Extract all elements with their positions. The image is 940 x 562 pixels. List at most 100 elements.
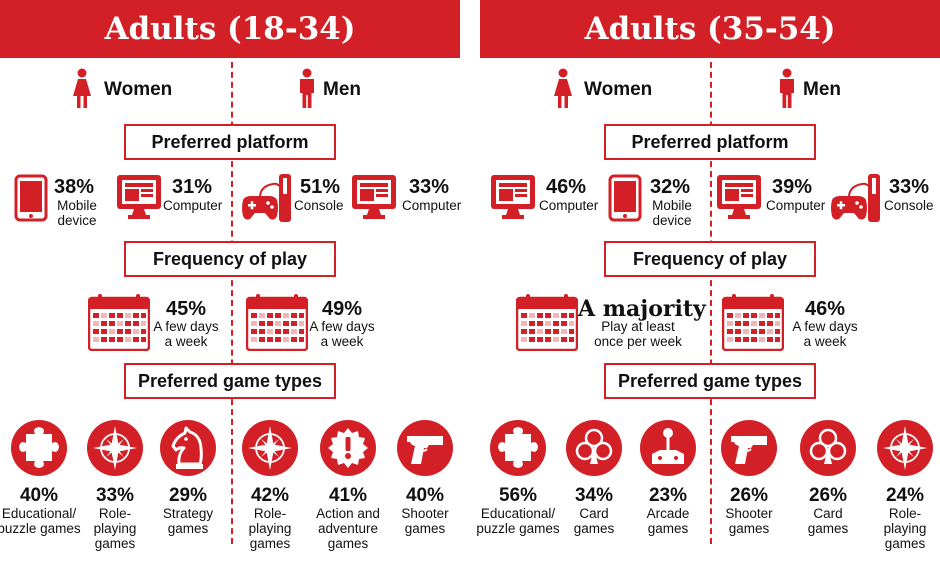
- game-icon-circle: [800, 420, 856, 476]
- tablet-icon: [608, 174, 642, 222]
- calendar-icon: [88, 293, 150, 351]
- women-platform-2-label-left: Computer: [163, 198, 223, 213]
- console-icon: [828, 172, 882, 224]
- men-platform-1-value-left: 51%: [300, 176, 341, 198]
- compass-star-icon: [242, 420, 298, 476]
- game-value: 42%: [250, 485, 290, 506]
- gender-label-women-left: Women: [104, 79, 173, 100]
- game-value: 26%: [729, 485, 769, 506]
- woman-icon: [553, 64, 573, 112]
- game-icon-circle: [87, 420, 143, 476]
- game-icon-circle: [160, 420, 216, 476]
- section-frequency-right: Frequency of play: [604, 241, 816, 277]
- section-platform-left: Preferred platform: [124, 124, 336, 160]
- women-platform-1-label-left: Mobile device: [57, 198, 97, 228]
- calendar-icon: [246, 293, 308, 351]
- game-value: 41%: [328, 485, 368, 506]
- game-label: Action and adventure games: [316, 506, 380, 551]
- men-platform-1-label-left: Console: [294, 198, 344, 213]
- section-game-types-right: Preferred game types: [604, 363, 816, 399]
- men-platform-2-value-left: 33%: [409, 176, 450, 198]
- calendar-icon: [516, 293, 578, 351]
- game-label: Card games: [573, 506, 615, 536]
- game-icon-circle: [877, 420, 933, 476]
- men-frequency-label-left: A few days a week: [309, 319, 375, 349]
- game-icon-circle: [397, 420, 453, 476]
- men-frequency-value-left: 49%: [321, 298, 363, 320]
- computer-icon: [351, 174, 397, 220]
- game-label: Role- playing games: [248, 506, 292, 551]
- gender-divider-right: [710, 62, 712, 544]
- section-frequency-left: Frequency of play: [124, 241, 336, 277]
- gender-label-women-right: Women: [584, 79, 653, 100]
- women-platform-1-label-right: Computer: [539, 198, 599, 213]
- game-icon-circle: [566, 420, 622, 476]
- game-value: 56%: [498, 485, 538, 506]
- man-icon: [777, 64, 797, 112]
- game-icon-circle: [320, 420, 376, 476]
- gender-label-men-left: Men: [323, 79, 361, 100]
- man-icon: [297, 64, 317, 112]
- game-value: 40%: [405, 485, 445, 506]
- game-label: Strategy games: [162, 506, 214, 536]
- men-platform-2-value-right: 33%: [889, 176, 930, 198]
- gender-label-men-right: Men: [803, 79, 841, 100]
- section-game-types-left: Preferred game types: [124, 363, 336, 399]
- pistol-icon: [397, 420, 453, 476]
- chess-knight-icon: [160, 420, 216, 476]
- women-platform-2-value-left: 31%: [172, 176, 213, 198]
- game-label: Arcade games: [646, 506, 690, 536]
- game-value: 34%: [574, 485, 614, 506]
- panel-title-left: Adults (18-34): [0, 0, 460, 58]
- woman-icon: [72, 64, 92, 112]
- game-icon-circle: [721, 420, 777, 476]
- women-platform-1-value-right: 46%: [546, 176, 587, 198]
- game-icon-circle: [640, 420, 696, 476]
- game-value: 26%: [808, 485, 848, 506]
- game-label: Shooter games: [725, 506, 773, 536]
- puzzle-icon: [11, 420, 67, 476]
- game-label: Educational/ puzzle games: [0, 506, 81, 536]
- women-frequency-label-right: Play at least once per week: [594, 319, 682, 349]
- men-platform-2-label-left: Computer: [402, 198, 462, 213]
- men-platform-1-label-right: Computer: [766, 198, 826, 213]
- game-value: 40%: [19, 485, 59, 506]
- game-value: 23%: [648, 485, 688, 506]
- compass-star-icon: [87, 420, 143, 476]
- joystick-icon: [640, 420, 696, 476]
- console-icon: [239, 172, 293, 224]
- pistol-icon: [721, 420, 777, 476]
- game-value: 24%: [885, 485, 925, 506]
- women-platform-2-label-right: Mobile device: [652, 198, 692, 228]
- section-platform-right: Preferred platform: [604, 124, 816, 160]
- women-frequency-value-left: 45%: [165, 298, 207, 320]
- men-platform-1-value-right: 39%: [772, 176, 813, 198]
- women-frequency-label-left: A few days a week: [153, 319, 219, 349]
- women-platform-1-value-left: 38%: [54, 176, 95, 198]
- game-label: Role- playing games: [883, 506, 927, 551]
- game-icon-circle: [490, 420, 546, 476]
- men-frequency-label-right: A few days a week: [792, 319, 858, 349]
- women-frequency-value-right: A majority: [578, 296, 706, 322]
- compass-star-icon: [877, 420, 933, 476]
- exclamation-badge-icon: [320, 420, 376, 476]
- game-label: Educational/ puzzle games: [476, 506, 560, 536]
- puzzle-icon: [490, 420, 546, 476]
- game-icon-circle: [11, 420, 67, 476]
- computer-icon: [490, 174, 536, 220]
- gender-divider-left: [231, 62, 233, 544]
- tablet-icon: [14, 174, 48, 222]
- panel-title-right: Adults (35-54): [480, 0, 940, 58]
- computer-icon: [716, 174, 762, 220]
- game-value: 33%: [95, 485, 135, 506]
- men-platform-2-label-right: Console: [884, 198, 934, 213]
- computer-icon: [116, 174, 162, 220]
- game-label: Shooter games: [401, 506, 449, 536]
- calendar-icon: [722, 293, 784, 351]
- game-label: Role- playing games: [93, 506, 137, 551]
- game-value: 29%: [168, 485, 208, 506]
- men-frequency-value-right: 46%: [804, 298, 846, 320]
- game-label: Card games: [807, 506, 849, 536]
- club-icon: [566, 420, 622, 476]
- women-platform-2-value-right: 32%: [650, 176, 691, 198]
